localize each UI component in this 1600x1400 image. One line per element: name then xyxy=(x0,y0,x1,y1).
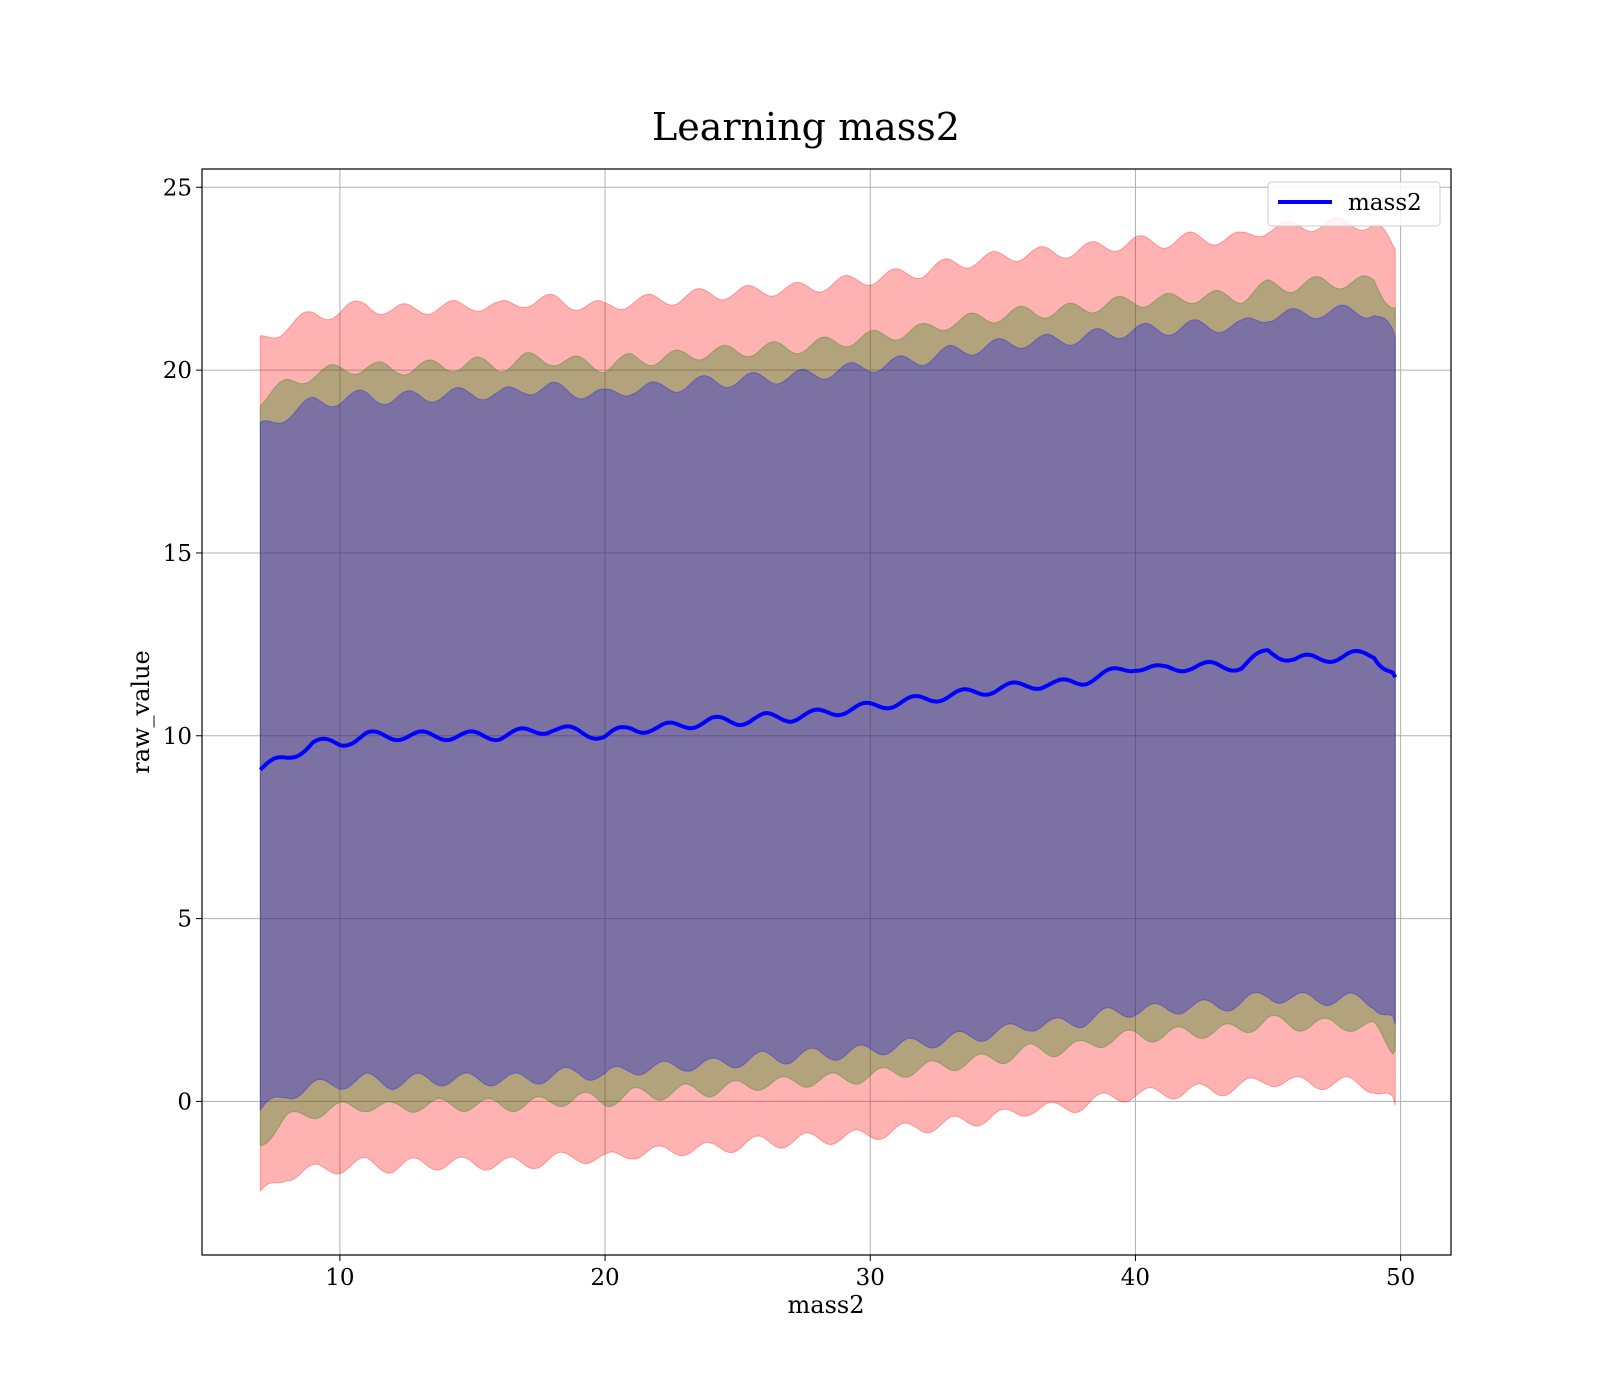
series-lines xyxy=(258,648,1398,772)
x-tick-label: 10 xyxy=(325,1265,354,1291)
y-tick-label: 20 xyxy=(163,358,192,384)
plot-frame xyxy=(201,168,1452,1256)
legend: mass2 xyxy=(1267,181,1441,227)
y-tick-label: 10 xyxy=(163,724,192,750)
y-tick-label: 5 xyxy=(177,907,192,933)
x-axis-label: mass2 xyxy=(788,1291,865,1319)
y-tick-label: 0 xyxy=(177,1089,192,1115)
x-tick-label: 20 xyxy=(590,1265,619,1291)
x-tick-label: 50 xyxy=(1386,1265,1415,1291)
legend-label-mass2: mass2 xyxy=(1348,190,1422,216)
y-tick-label: 25 xyxy=(163,175,192,201)
confidence-bands xyxy=(259,216,1396,1193)
confidence-band-1 xyxy=(259,216,1396,1193)
confidence-band-3 xyxy=(259,304,1396,1112)
y-axis-label: raw_value xyxy=(127,650,155,774)
x-tick-label: 30 xyxy=(856,1265,885,1291)
x-tick-label: 40 xyxy=(1121,1265,1150,1291)
axis-ticks: 10 20 30 40 50 0 5 10 15 20 25 xyxy=(163,175,1416,1291)
series-line-mass2 xyxy=(258,648,1398,772)
legend-box xyxy=(1267,181,1441,227)
y-tick-label: 15 xyxy=(163,541,192,567)
chart-title: Learning mass2 xyxy=(652,105,960,149)
